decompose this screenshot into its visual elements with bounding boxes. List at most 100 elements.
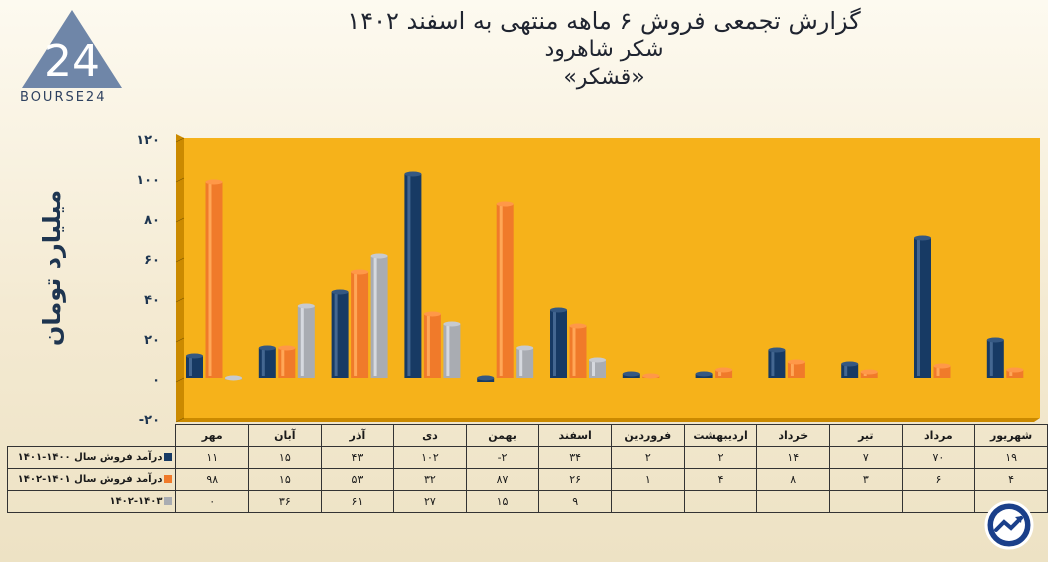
data-label: ۶۱ [320,490,395,513]
y-gridline [175,217,185,223]
table-header-row: مهر آبان آذر دی بهمن اسفند فروردین اردیبهشت خردا… [8,424,1048,447]
bar-highlight [189,358,192,376]
bar-cap [423,311,441,317]
bar [443,324,461,378]
data-label: ۷۰ [901,446,976,469]
bar [768,350,786,378]
chart-floor [176,418,1040,422]
data-label: ۸۷ [465,468,540,491]
logo-mark: 24 [44,36,100,87]
data-label: -۲ [465,446,540,469]
bar-cap [986,337,1004,343]
data-label: ۱۵ [465,490,540,513]
series-name: درآمد فروش سال ۱۴۰۰-۱۴۰۱ [17,452,163,463]
bar-cap [914,235,931,241]
series-name: درآمد فروش سال ۱۴۰۱-۱۴۰۲ [17,474,163,485]
data-label: ۶ [901,468,976,491]
bar-highlight [989,342,993,376]
y-tick-label: ۱۰۰ [136,173,160,188]
category-label: مهر [175,424,250,447]
category-label: اردیبهشت [683,424,758,447]
legend-swatch [164,453,173,461]
data-label: ۱ [610,468,685,491]
bar [331,292,349,378]
bar-cap [1006,367,1024,373]
bar-cap [404,171,422,177]
bar-highlight [519,350,523,376]
data-label [756,490,831,513]
data-label: ۲۷ [393,490,467,513]
table-row: درآمد فروش سال ۱۴۰۱-۱۴۰۲ ۹۸ ۱۵ ۵۳ ۳۲ ۸۷ ۲۶ ۱ ۴ ۸ ۳… [6,468,1048,491]
bar-highlight [373,258,377,376]
table-row: ۱۴۰۲-۱۴۰۳ ۰ ۳۶ ۶۱ ۲۷ ۱۵ ۹ [6,490,1048,513]
y-gridline [175,417,185,423]
bar-cap [569,323,587,329]
data-label: ۱۹ [974,446,1048,469]
data-label: ۴۳ [320,446,395,469]
category-label: بهمن [465,424,540,447]
legend-swatch [164,497,173,505]
bar-highlight [446,326,450,376]
bar-highlight [281,350,285,376]
bar [278,348,296,378]
bar [205,182,223,378]
bar-highlight [844,366,848,376]
bar-highlight [718,372,722,376]
category-label: آذر [320,424,395,447]
category-label: فروردین [610,424,685,447]
data-label: ۴ [974,468,1048,491]
bar [351,272,369,378]
y-gridline [175,137,185,143]
bar [986,340,1004,378]
data-label [610,490,685,513]
bar-cap [477,375,495,381]
bar-highlight [917,240,920,376]
data-label: ۲ [610,446,685,469]
category-label: تیر [829,424,903,447]
data-label: ۹ [538,490,612,513]
bar [423,314,441,378]
data-table: مهر آبان آذر دی بهمن اسفند فروردین اردیبهشت خردا… [6,424,1048,513]
table-row: درآمد فروش سال ۱۴۰۰-۱۴۰۱ ۱۱ ۱۵ ۴۳ ۱۰۲ -۲ ۳۴ ۲ ۲ ۱… [6,446,1048,469]
bar [404,174,422,378]
chart-titles: گزارش تجمعی فروش ۶ ماهه منتهی به اسفند ۱… [180,6,1028,92]
bar-highlight [553,312,556,376]
category-label: آبان [248,424,322,447]
bar-cap [642,373,660,379]
bar-cap [351,269,369,275]
y-axis: -۲۰ ۰ ۲۰ ۴۰ ۶۰ ۸۰ ۱۰۰ ۱۲۰ [136,133,185,424]
data-label: ۱۰۲ [393,446,467,469]
bar-cap [331,289,349,295]
bar-cap [205,179,223,185]
bar-cap [186,353,203,359]
table-corner [8,425,176,447]
y-gridline [175,177,185,183]
bar-highlight [426,316,430,376]
bar-cap [933,363,951,369]
bar-cap [258,345,276,351]
bar-highlight [771,352,775,376]
y-tick-label: ۶۰ [144,253,160,268]
bar-highlight [936,368,940,376]
chart-subtitle: شکر شاهرود [544,37,664,62]
bar [860,372,878,378]
series-name: ۱۴۰۲-۱۴۰۳ [109,496,163,507]
y-tick-label: ۱۲۰ [136,133,160,148]
bar [569,326,587,378]
bar [258,348,276,378]
data-label: ۴ [683,468,758,491]
data-label: ۳۲ [393,468,467,491]
data-label: ۲۶ [538,468,612,491]
bar-cap [787,359,805,365]
bar-highlight [572,328,576,376]
data-label [683,490,758,513]
data-label: ۹۸ [175,468,250,491]
bar-cap [278,345,296,351]
bars [186,171,1024,382]
data-label: ۱۱ [175,446,250,469]
chart-ticker: «قشکر» [563,65,645,90]
data-label [829,490,903,513]
bar-cap [589,357,606,363]
y-tick-label: -۲۰ [139,413,160,424]
y-gridline [175,337,185,343]
